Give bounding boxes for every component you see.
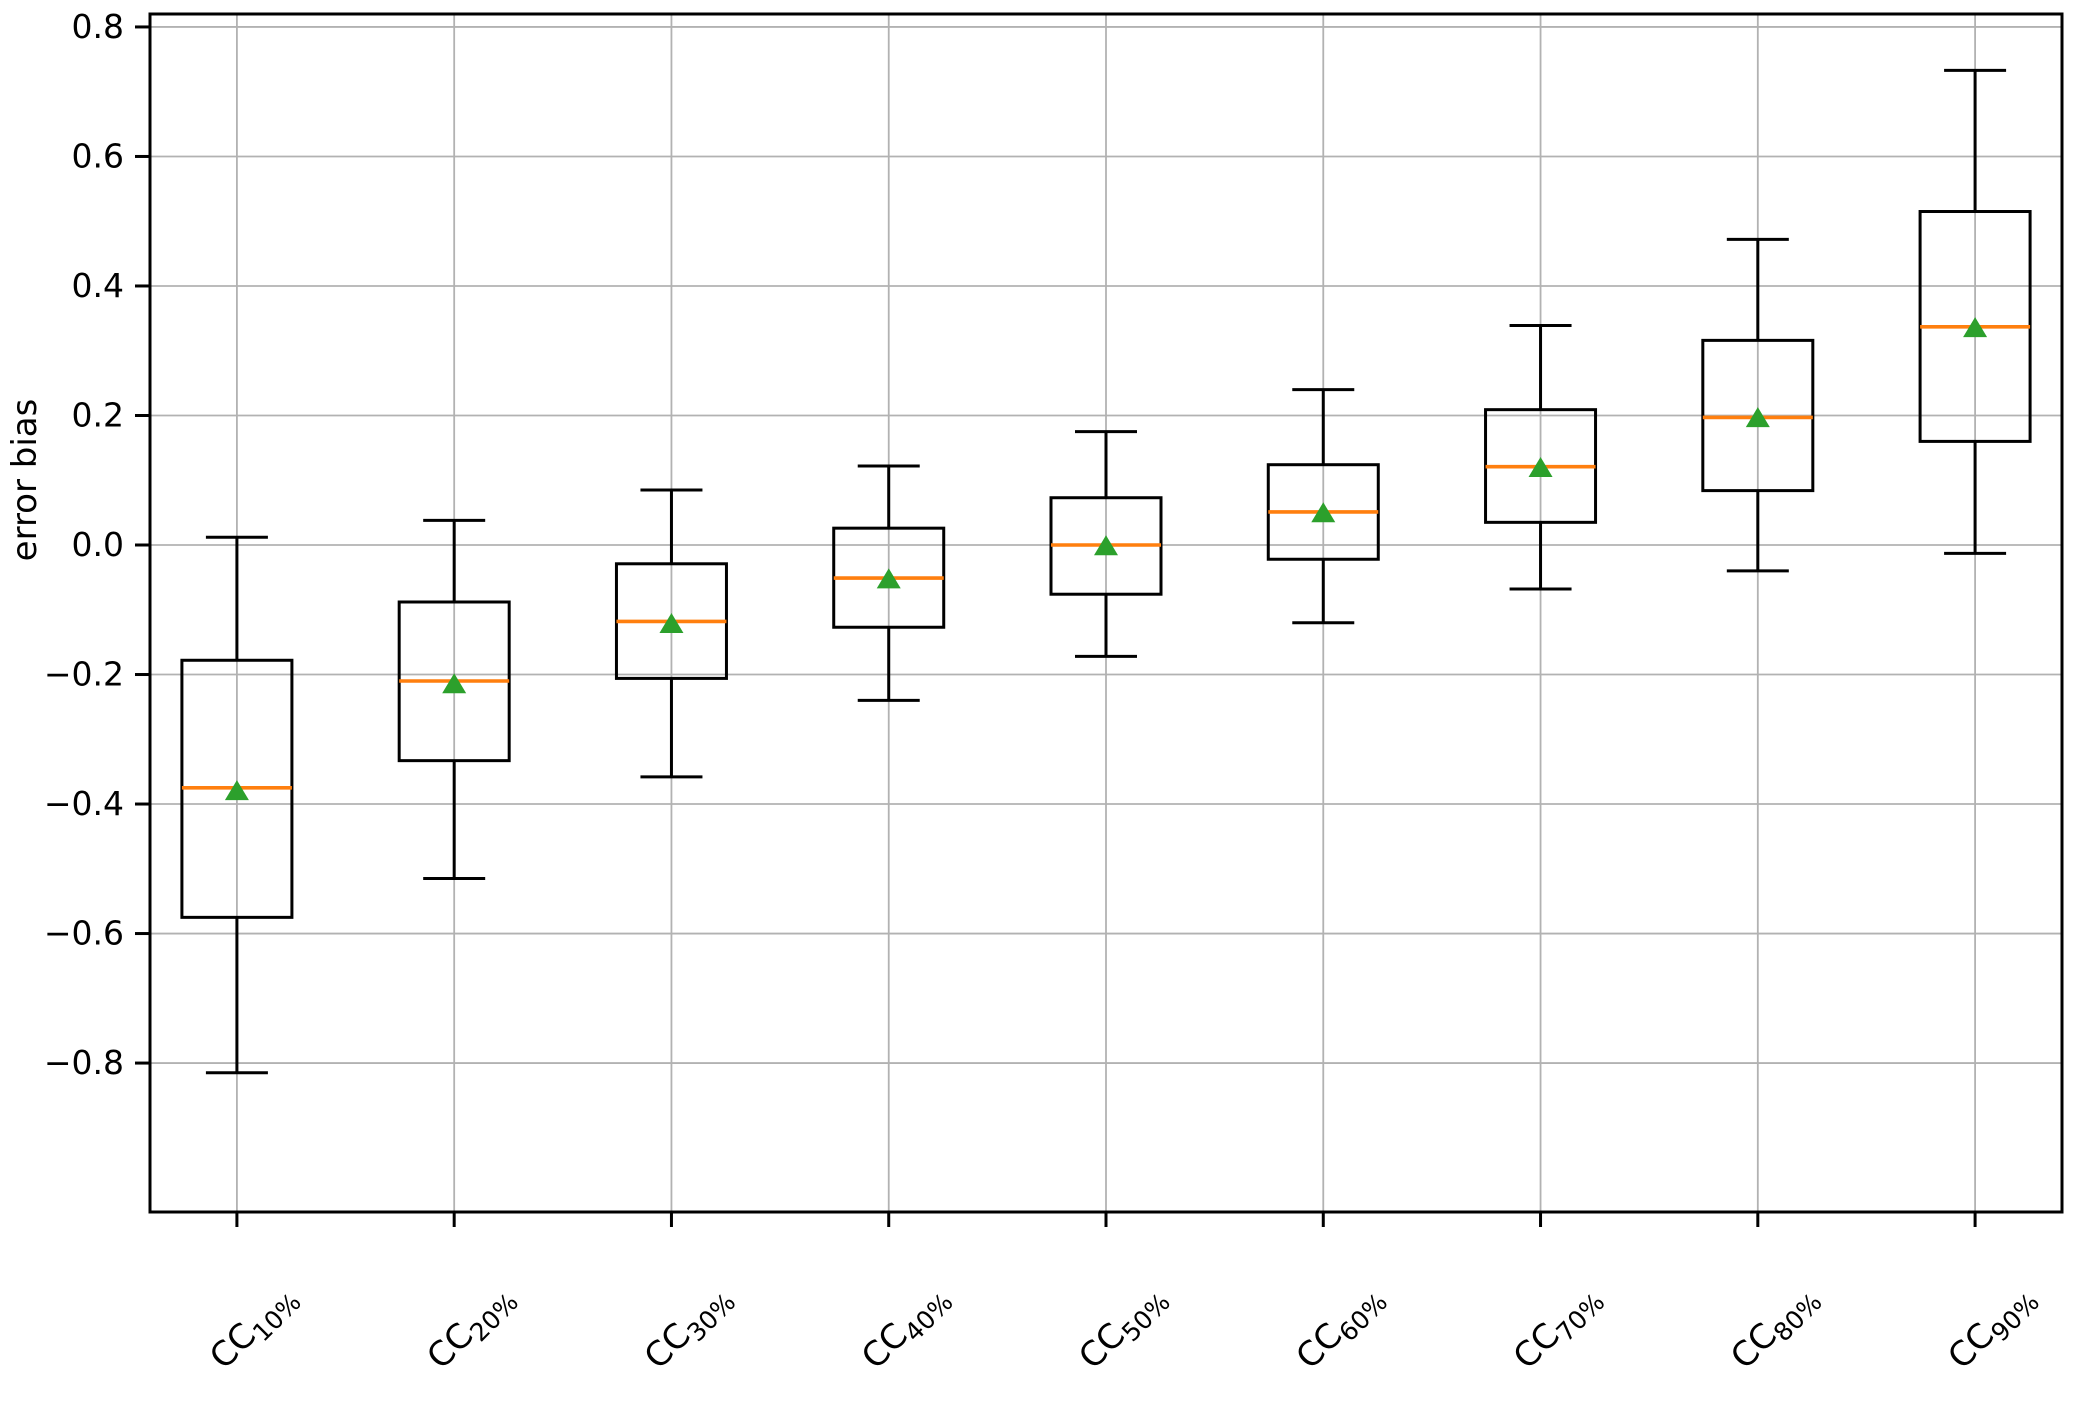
y-tick-label: −0.6 [44,914,124,953]
mean-marker [1311,502,1336,523]
box-CC10% [180,535,294,1075]
y-axis-label: error bias [5,399,45,562]
box-CC40% [832,464,946,702]
mean-marker [442,673,467,694]
box-CC60% [1266,388,1380,625]
box-CC80% [1701,237,1815,573]
y-tick-label: 0.6 [72,136,124,175]
plot-frame [148,12,2064,1214]
mean-marker [1745,407,1770,428]
y-tick-label: 0.0 [72,525,124,564]
y-tick-label: −0.2 [44,655,124,694]
iqr-box [1701,338,1815,493]
y-tick-label: −0.4 [44,784,124,823]
mean-marker [224,780,249,801]
box-CC30% [614,488,728,779]
y-tick-label: 0.2 [72,395,124,434]
mean-marker [876,568,901,589]
box-CC50% [1049,430,1163,658]
mean-marker [1094,535,1118,556]
y-tick-label: 0.4 [72,266,124,305]
y-tick-label: −0.8 [44,1043,124,1082]
mean-marker [1528,456,1553,477]
mean-marker [1963,317,1988,338]
box-CC70% [1484,323,1598,591]
mean-marker [659,613,684,634]
y-tick-label: 0.8 [72,7,124,46]
box-CC90% [1918,68,2032,555]
box-CC20% [397,518,511,881]
